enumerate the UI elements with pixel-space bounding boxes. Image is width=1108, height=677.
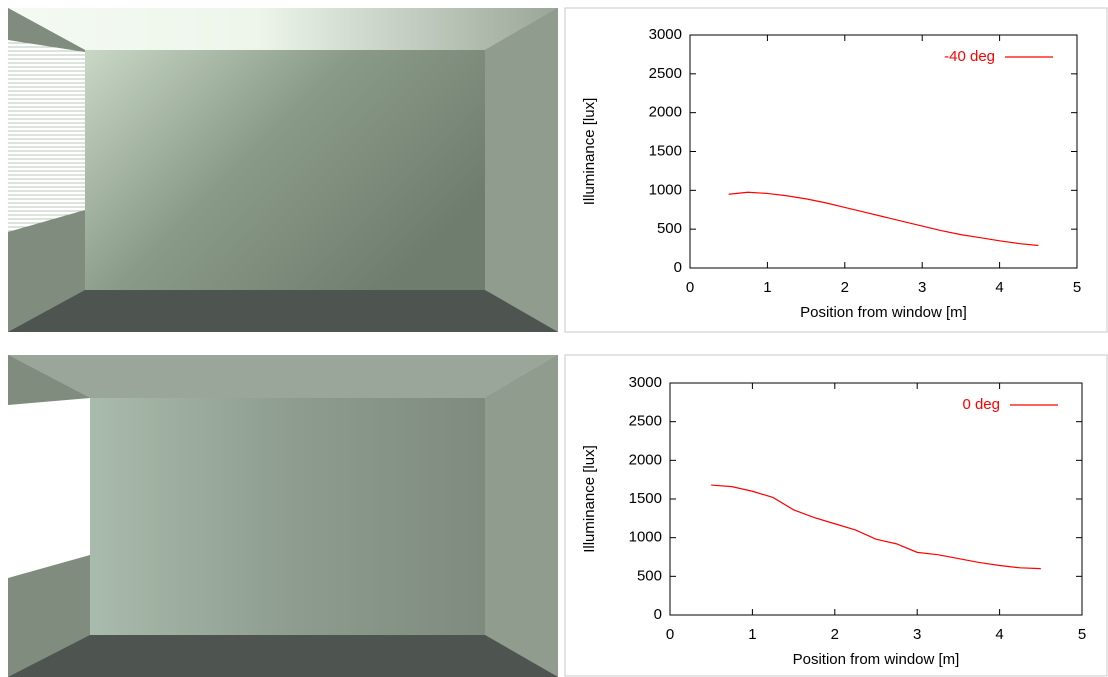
figure: 050010001500200025003000012345Position f… [0, 0, 1108, 677]
y-tick-label: 2500 [649, 65, 682, 82]
x-tick-label: 4 [995, 279, 1003, 296]
room-render [8, 8, 558, 332]
y-tick-label: 0 [654, 606, 662, 623]
x-tick-label: 5 [1078, 626, 1086, 643]
x-tick-label: 0 [686, 279, 694, 296]
x-tick-label: 2 [841, 279, 849, 296]
y-tick-label: 2000 [649, 104, 682, 121]
x-axis-label: Position from window [m] [800, 304, 967, 321]
y-tick-label: 1500 [649, 142, 682, 159]
x-tick-label: 3 [918, 279, 926, 296]
room-render [8, 355, 558, 677]
y-tick-label: 3000 [629, 374, 662, 391]
y-tick-label: 3000 [649, 26, 682, 43]
x-tick-label: 2 [831, 626, 839, 643]
legend-label: 0 deg [962, 396, 1000, 413]
y-tick-label: 1500 [629, 490, 662, 507]
x-tick-label: 0 [666, 626, 674, 643]
y-tick-label: 0 [674, 259, 682, 276]
y-tick-label: 2000 [629, 451, 662, 468]
y-tick-label: 1000 [649, 181, 682, 198]
x-tick-label: 3 [913, 626, 921, 643]
x-tick-label: 4 [995, 626, 1003, 643]
x-axis-label: Position from window [m] [793, 651, 960, 668]
y-tick-label: 1000 [629, 529, 662, 546]
legend-label: -40 deg [944, 48, 995, 65]
y-tick-label: 2500 [629, 413, 662, 430]
y-axis-label: Illuminance [lux] [581, 445, 598, 553]
x-tick-label: 1 [763, 279, 771, 296]
y-tick-label: 500 [637, 567, 662, 584]
page: {"chart_data": [ {"type": "line", "xlabe… [0, 0, 1108, 677]
y-tick-label: 500 [657, 220, 682, 237]
y-axis-label: Illuminance [lux] [581, 98, 598, 206]
x-tick-label: 5 [1073, 279, 1081, 296]
x-tick-label: 1 [748, 626, 756, 643]
